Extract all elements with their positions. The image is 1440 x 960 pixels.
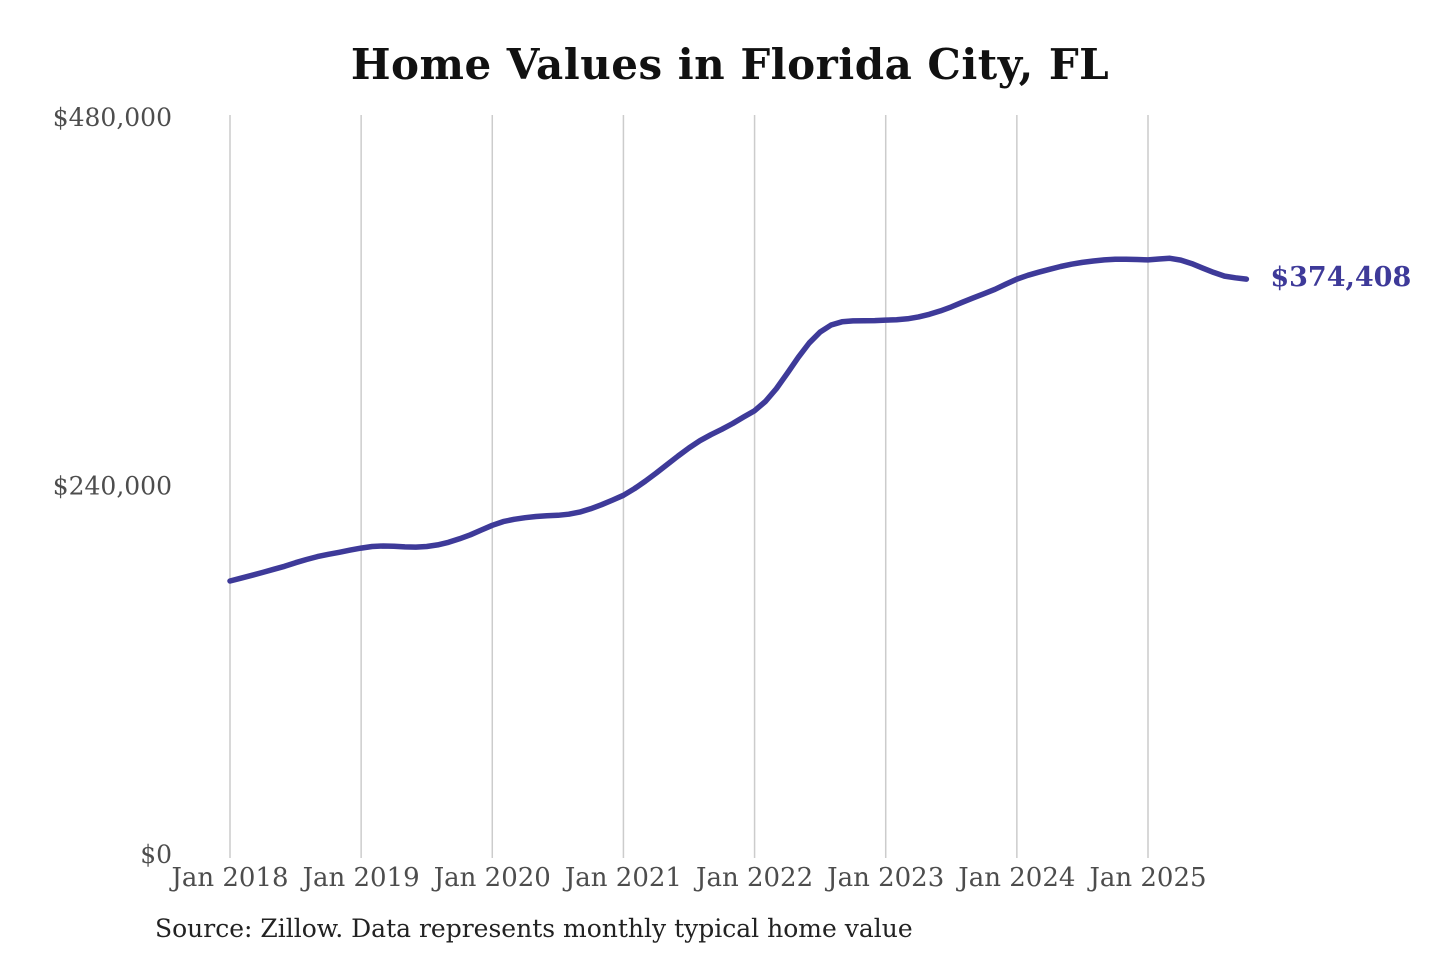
home-value-series-line xyxy=(227,255,1250,584)
x-axis-tick-label: Jan 2023 xyxy=(824,863,944,893)
source-note: Source: Zillow. Data represents monthly … xyxy=(155,914,913,943)
x-axis-tick-label: Jan 2024 xyxy=(955,863,1075,893)
x-axis-tick-label: Jan 2025 xyxy=(1086,863,1206,893)
y-axis-tick-label: $240,000 xyxy=(53,472,172,501)
y-axis-tick-label: $480,000 xyxy=(53,103,172,132)
x-axis-tick-label: Jan 2022 xyxy=(693,863,813,893)
chart-title: Home Values in Florida City, FL xyxy=(350,40,1110,89)
y-axis-tick-label: $0 xyxy=(140,840,172,869)
x-axis-tick-label: Jan 2018 xyxy=(168,863,288,893)
x-axis-tick-label: Jan 2019 xyxy=(300,863,420,893)
latest-value-label: $374,408 xyxy=(1270,262,1412,294)
x-axis-tick-label: Jan 2021 xyxy=(562,863,682,893)
x-axis-tick-label: Jan 2020 xyxy=(431,863,551,893)
